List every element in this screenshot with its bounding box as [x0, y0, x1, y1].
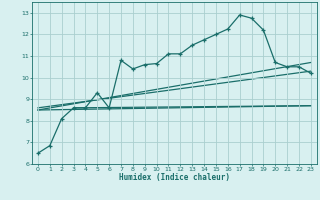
X-axis label: Humidex (Indice chaleur): Humidex (Indice chaleur)	[119, 173, 230, 182]
